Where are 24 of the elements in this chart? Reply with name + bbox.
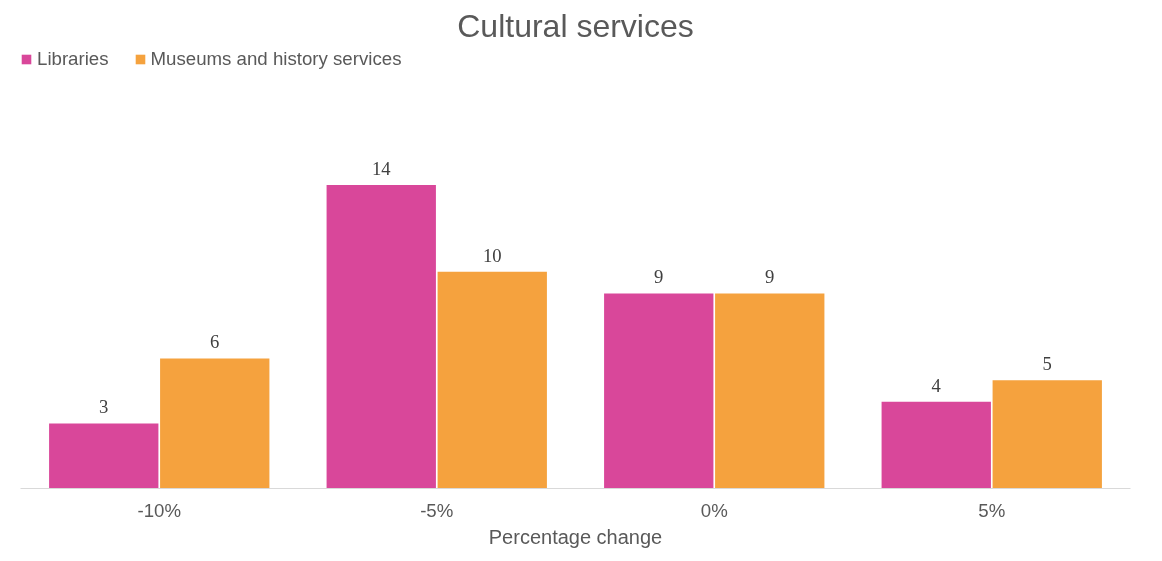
data-label: 14 xyxy=(371,158,392,180)
x-tick-label: 0% xyxy=(700,499,728,521)
bar xyxy=(326,185,436,489)
bar xyxy=(49,423,159,489)
x-tick-label: 5% xyxy=(978,499,1006,521)
x-tick-label: -10% xyxy=(137,499,182,521)
bar xyxy=(992,380,1102,489)
x-tick-label: -5% xyxy=(420,499,454,521)
bar xyxy=(604,293,714,489)
data-label: 6 xyxy=(210,331,220,353)
bar xyxy=(715,293,825,489)
data-label: 9 xyxy=(654,266,664,288)
bar xyxy=(160,358,270,489)
data-label: 5 xyxy=(1042,353,1052,375)
x-axis-title: Percentage change xyxy=(488,525,663,548)
bar xyxy=(881,401,991,489)
data-label: 4 xyxy=(931,374,942,396)
chart-title: Cultural services xyxy=(457,7,694,44)
bar xyxy=(437,271,547,489)
legend-label: Museums and history services xyxy=(150,48,402,70)
data-label: 3 xyxy=(99,396,109,418)
data-label: 10 xyxy=(482,244,502,266)
data-label: 9 xyxy=(765,266,775,288)
legend-label: Libraries xyxy=(37,48,109,70)
